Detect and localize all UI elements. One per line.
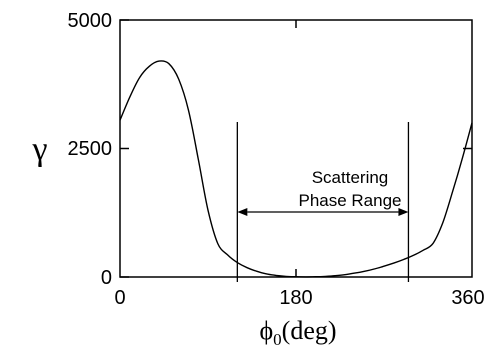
x-tick-label-360: 360: [451, 287, 484, 309]
y-tick-label-5000: 5000: [68, 10, 113, 32]
x-tick-label-0: 0: [114, 287, 125, 309]
annotation-scattering: Scattering: [312, 168, 389, 187]
y-axis-label: γ: [31, 131, 47, 168]
y-tick-label-2500: 2500: [68, 138, 113, 160]
series-line: [119, 60, 473, 278]
x-tick-label-180: 180: [279, 287, 312, 309]
range-arrow-right-head: [398, 208, 409, 216]
plot-frame: [119, 19, 473, 278]
x-axis-label: ϕ0(deg): [259, 316, 336, 349]
range-arrow-left-head: [237, 208, 248, 216]
x-axis-label-sub: 0: [273, 330, 282, 349]
annotation-phase-range: Phase Range: [298, 191, 401, 210]
y-tick-label-0: 0: [101, 267, 112, 289]
x-axis-label-unit: (deg): [282, 316, 337, 345]
x-axis-label-main: ϕ: [259, 316, 273, 345]
y-ticks: [120, 19, 472, 278]
